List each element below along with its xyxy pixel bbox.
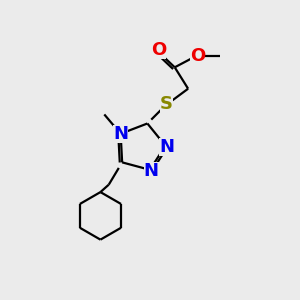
Text: O: O — [151, 41, 166, 59]
Text: O: O — [190, 47, 205, 65]
Text: N: N — [144, 162, 159, 180]
Text: S: S — [160, 95, 173, 113]
Text: N: N — [113, 125, 128, 143]
Text: N: N — [159, 138, 174, 156]
